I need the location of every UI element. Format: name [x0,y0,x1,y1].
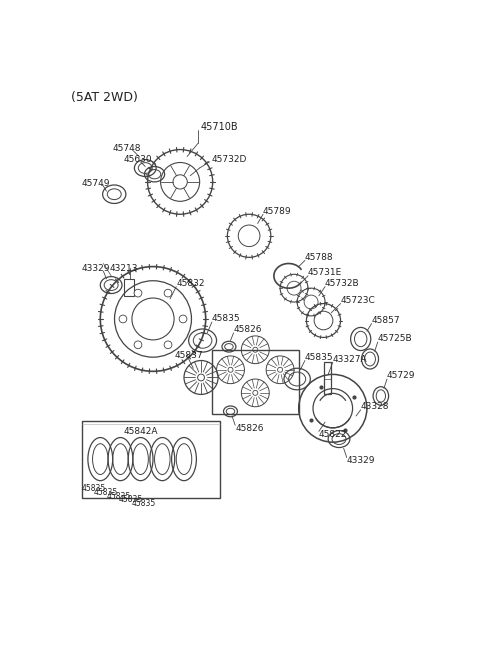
Circle shape [119,315,127,323]
Text: 45835: 45835 [82,484,106,493]
Text: 45731E: 45731E [308,268,342,277]
Text: 45842A: 45842A [123,427,158,436]
Text: 43329: 43329 [347,456,375,465]
Text: 45826: 45826 [234,325,262,335]
Text: 45732D: 45732D [211,155,247,164]
Text: 45748: 45748 [113,144,141,154]
Bar [324,362,331,394]
Text: 45835: 45835 [132,499,156,508]
Text: 45788: 45788 [305,253,334,262]
Circle shape [164,289,172,297]
Circle shape [164,341,172,348]
Bar [123,279,134,296]
Bar [82,420,220,498]
Text: 45710B: 45710B [201,122,239,133]
Circle shape [134,341,142,348]
Text: 45822: 45822 [319,430,347,439]
Text: 45725B: 45725B [378,335,412,344]
Text: 45826: 45826 [235,424,264,433]
Text: 45835: 45835 [107,491,131,501]
Text: 45832: 45832 [176,279,205,288]
Text: 45835: 45835 [94,487,119,497]
Text: 45835: 45835 [305,353,334,362]
Text: 45729: 45729 [387,371,416,380]
Bar [212,350,299,415]
Circle shape [134,289,142,297]
Text: 45749: 45749 [82,179,110,188]
Text: 43327A: 43327A [333,354,367,363]
Text: 45835: 45835 [212,314,240,323]
Circle shape [179,315,187,323]
Text: 45857: 45857 [372,316,400,325]
Text: 45732B: 45732B [325,279,360,288]
Text: 45630: 45630 [123,155,152,164]
Text: 45723C: 45723C [340,296,375,305]
Text: 43213: 43213 [109,264,138,273]
Text: 45837: 45837 [175,352,204,360]
Text: 45835: 45835 [119,495,143,504]
Text: 43329: 43329 [82,264,110,273]
Text: (5AT 2WD): (5AT 2WD) [71,91,138,104]
Text: 45789: 45789 [263,207,292,216]
Text: 43328: 43328 [360,402,389,411]
